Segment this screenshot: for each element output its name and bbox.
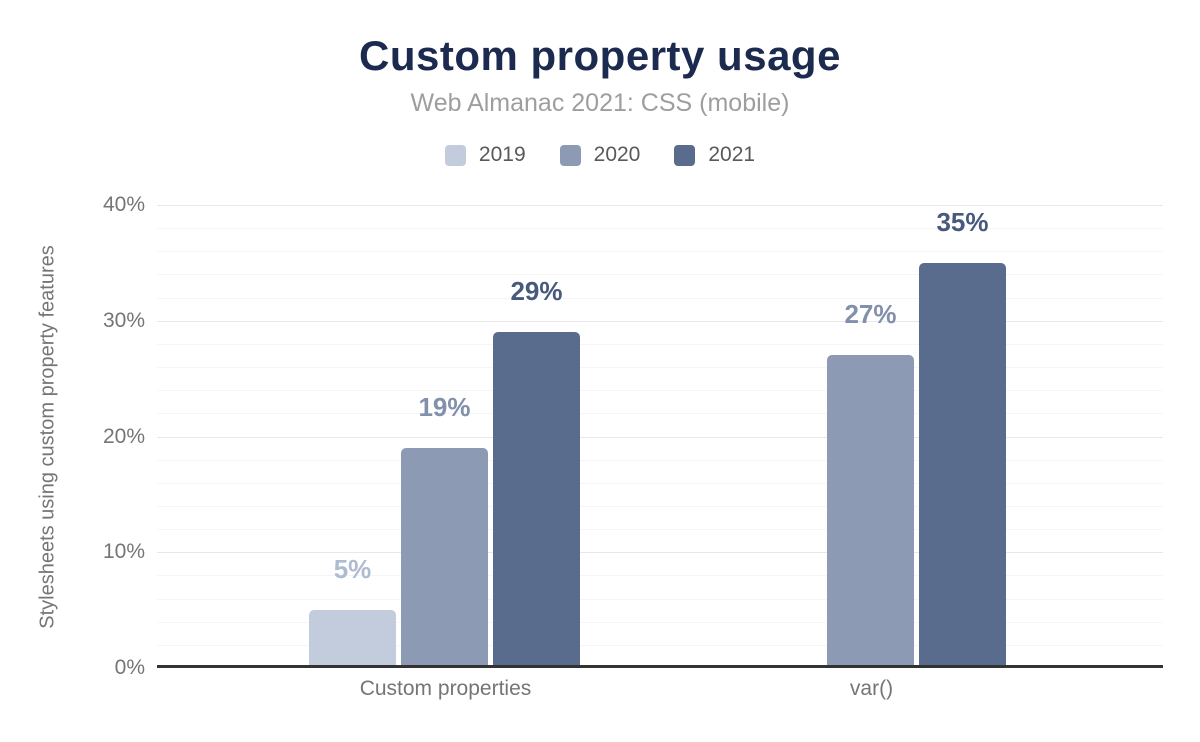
plot-area: 5% 19% 29% 27% 35% bbox=[157, 205, 1163, 668]
x-axis-line bbox=[157, 665, 1163, 668]
bar-group-var: 27% 35% bbox=[735, 205, 1006, 668]
bar-2021-custom-properties bbox=[493, 332, 580, 668]
minor-gridline bbox=[157, 482, 1163, 484]
legend-item-2019: 2019 bbox=[444, 143, 526, 167]
bar-2020-var bbox=[827, 355, 914, 668]
y-tick-label: 0% bbox=[114, 656, 145, 679]
bar-2020-custom-properties bbox=[401, 448, 488, 668]
y-tick-label: 30% bbox=[102, 308, 145, 332]
legend-label: 2020 bbox=[593, 143, 641, 166]
minor-gridline bbox=[157, 529, 1163, 531]
x-category-label-custom-properties: Custom properties bbox=[359, 677, 532, 700]
legend: 2019 2020 2021 bbox=[0, 143, 1200, 167]
major-gridline bbox=[157, 552, 1163, 554]
major-gridline bbox=[157, 205, 1163, 206]
bar-value-label: 5% bbox=[333, 554, 372, 585]
minor-gridline bbox=[157, 251, 1163, 253]
minor-gridline bbox=[157, 459, 1163, 461]
minor-gridline bbox=[157, 644, 1163, 646]
legend-item-2020: 2020 bbox=[559, 143, 641, 167]
minor-gridline bbox=[157, 621, 1163, 623]
bar-2021-var bbox=[919, 262, 1006, 668]
bar-2019-custom-properties bbox=[309, 610, 396, 668]
chart-title: Custom property usage bbox=[359, 32, 841, 79]
major-gridline bbox=[157, 320, 1163, 322]
bar-value-label: 19% bbox=[418, 392, 471, 423]
legend-label: 2021 bbox=[708, 143, 756, 166]
y-tick-label: 40% bbox=[102, 193, 145, 216]
legend-swatch-icon bbox=[559, 144, 581, 166]
y-axis-ticks: 0% 10% 20% 30% 40% bbox=[0, 194, 145, 679]
bar-slot: 5% bbox=[309, 205, 396, 668]
chart-subtitle: Web Almanac 2021: CSS (mobile) bbox=[410, 89, 790, 117]
minor-gridline bbox=[157, 228, 1163, 230]
major-gridline bbox=[157, 436, 1163, 438]
bar-slot: 35% bbox=[919, 205, 1006, 668]
bar-slot: 29% bbox=[493, 205, 580, 668]
minor-gridline bbox=[157, 575, 1163, 577]
minor-gridline bbox=[157, 343, 1163, 345]
minor-gridline bbox=[157, 505, 1163, 507]
legend-swatch-icon bbox=[674, 144, 696, 166]
minor-gridline bbox=[157, 367, 1163, 369]
legend-swatch-icon bbox=[444, 144, 466, 166]
y-tick-label: 20% bbox=[102, 424, 145, 448]
minor-gridline bbox=[157, 598, 1163, 600]
minor-gridline bbox=[157, 390, 1163, 392]
y-tick-label: 10% bbox=[102, 540, 145, 564]
bar-slot bbox=[735, 205, 822, 668]
minor-gridline bbox=[157, 274, 1163, 276]
bar-group-custom-properties: 5% 19% 29% bbox=[309, 205, 580, 668]
bar-value-label: 29% bbox=[510, 276, 563, 307]
x-category-label-var: var() bbox=[849, 677, 894, 700]
bar-value-label: 27% bbox=[844, 299, 897, 330]
bar-slot: 19% bbox=[401, 205, 488, 668]
legend-item-2021: 2021 bbox=[674, 143, 755, 167]
bar-slot: 27% bbox=[827, 205, 914, 668]
minor-gridline bbox=[157, 413, 1163, 415]
bar-value-label: 35% bbox=[936, 206, 989, 237]
minor-gridline bbox=[157, 297, 1163, 299]
legend-label: 2019 bbox=[478, 143, 526, 166]
